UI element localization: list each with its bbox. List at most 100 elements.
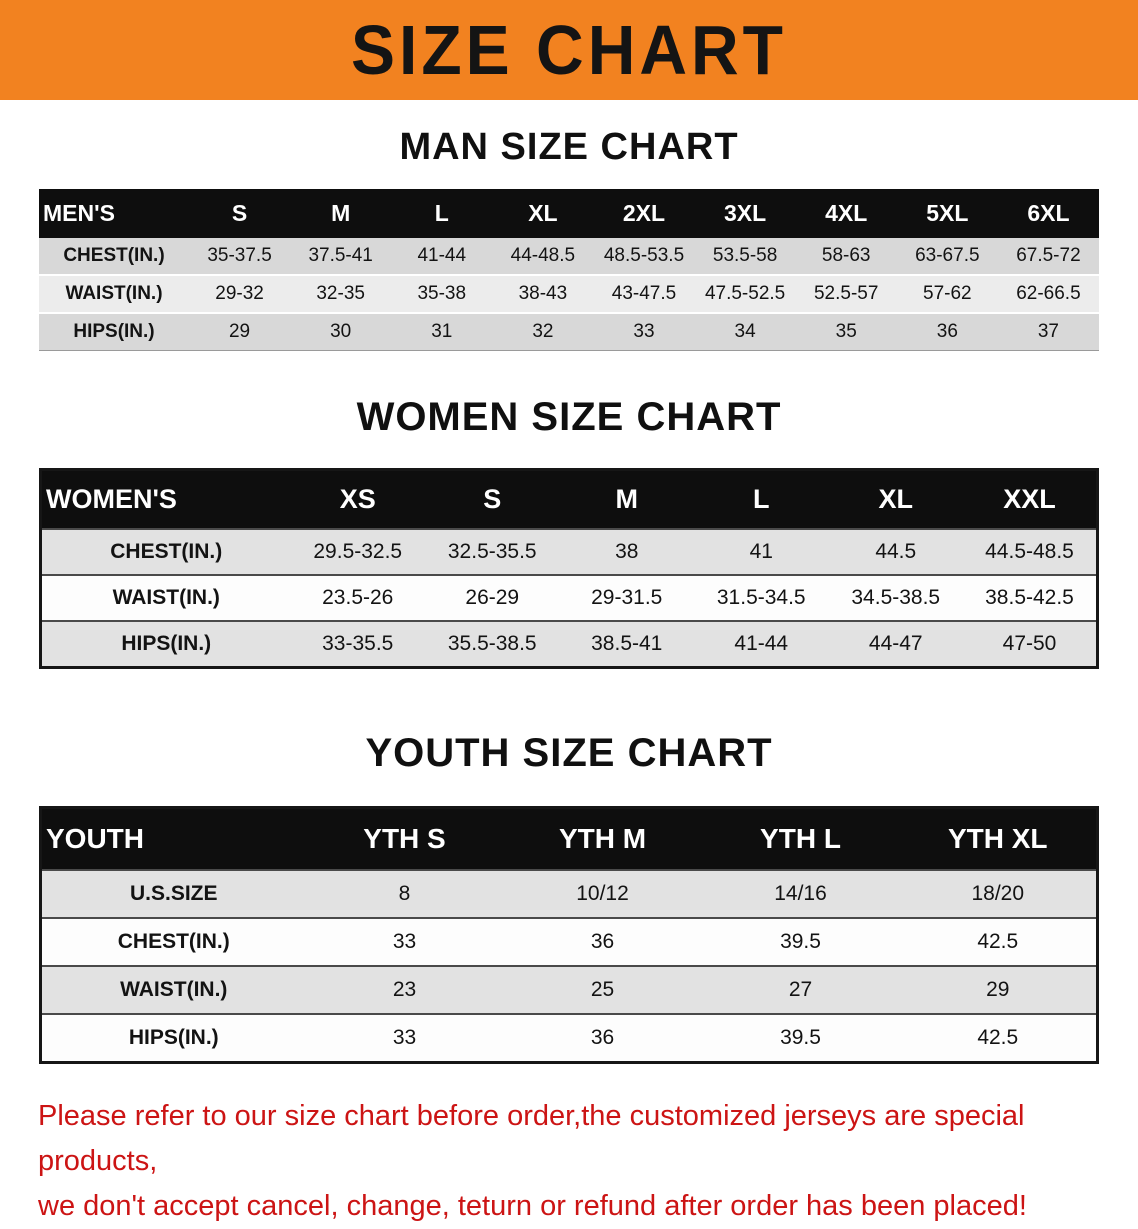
row-label-cell: HIPS(IN.) [128, 1026, 219, 1049]
value-cell: 33 [633, 321, 655, 342]
women-table-header: WOMEN'S XS S M L XL XXL [40, 469, 1098, 529]
row-label-cell: CHEST(IN.) [63, 245, 165, 266]
value-cell: 47.5-52.5 [704, 283, 786, 304]
value-cell: 63-67.5 [915, 245, 980, 266]
size-header-cell: L [694, 469, 829, 529]
size-header-cell: YTH L [701, 807, 900, 870]
measurement-row: CHEST(IN.) 29.5-32.5 32.5-35.5 38 41 44.5 44.5… [40, 529, 1098, 575]
size-header-cell: YTH S [305, 807, 504, 870]
value-cell: 36 [936, 321, 958, 342]
size-header-cell: 6XL [997, 189, 1099, 238]
value-cell: 29-31.5 [591, 586, 663, 609]
value-cell: 44.5-48.5 [985, 540, 1074, 563]
size-header-cell: XS [290, 469, 425, 529]
size-header-cell: YTH XL [899, 807, 1098, 870]
value-cell: 37 [1037, 321, 1059, 342]
table-title-cell: WOMEN'S [40, 469, 291, 529]
value-cell: 27 [788, 978, 813, 1001]
value-cell: 47-50 [1002, 632, 1057, 655]
row-label-cell: U.S.SIZE [129, 882, 218, 905]
measurement-row: WAIST(IN.) 29-32 32-35 35-38 38-43 43-47.5 47.… [39, 275, 1099, 313]
row-label-cell: HIPS(IN.) [121, 632, 212, 655]
measurement-row: HIPS(IN.) 33 36 39.5 42.5 [40, 1014, 1098, 1063]
youth-header-row: YOUTH YTH S YTH M YTH L YTH XL [40, 807, 1098, 870]
value-cell: 58-63 [821, 245, 871, 266]
value-cell: 38.5-41 [591, 632, 663, 655]
value-cell: 34.5-38.5 [851, 586, 941, 609]
youth-section-heading: YOUTH SIZE CHART [365, 731, 773, 775]
youth-size-table: YOUTH YTH S YTH M YTH L YTH XL U.S.SIZE 8 10/1… [39, 806, 1099, 1064]
measurement-row: HIPS(IN.) 33-35.5 35.5-38.5 38.5-41 41-44 44-… [40, 621, 1098, 668]
value-cell: 32-35 [316, 283, 365, 304]
value-cell: 31.5-34.5 [716, 586, 806, 609]
value-cell: 36 [590, 930, 615, 953]
value-cell: 23.5-26 [322, 586, 394, 609]
value-cell: 32.5-35.5 [447, 540, 537, 563]
value-cell: 32 [532, 321, 554, 342]
size-header-cell: 5XL [896, 189, 998, 238]
women-size-table: WOMEN'S XS S M L XL XXL CHEST(IN.) 29.5-32.5 32.… [39, 468, 1099, 669]
value-cell: 62-66.5 [1016, 283, 1081, 304]
measurement-row: WAIST(IN.) 23 25 27 29 [40, 966, 1098, 1014]
value-cell: 35 [835, 321, 857, 342]
measurement-row: HIPS(IN.) 29 30 31 32 33 34 35 36 37 [39, 313, 1099, 351]
measurement-row: WAIST(IN.) 23.5-26 26-29 29-31.5 31.5-34.5 34… [40, 575, 1098, 621]
value-cell: 57-62 [923, 283, 972, 304]
value-cell: 52.5-57 [813, 283, 879, 304]
value-cell: 18/20 [971, 882, 1025, 905]
value-cell: 25 [590, 978, 615, 1001]
value-cell: 29.5-32.5 [313, 540, 403, 563]
size-header-cell: S [189, 189, 291, 238]
measurement-row: CHEST(IN.) 35-37.5 37.5-41 41-44 44-48.5 48.5… [39, 238, 1099, 275]
value-cell: 33 [392, 1026, 417, 1049]
size-header-cell: YTH M [503, 807, 702, 870]
men-header-row: MEN'S S M L XL 2XL 3XL 4XL 5XL 6XL [39, 189, 1099, 238]
value-cell: 44.5 [875, 540, 917, 563]
value-cell: 41-44 [417, 245, 467, 266]
row-label-cell: HIPS(IN.) [73, 321, 155, 342]
value-cell: 38 [615, 540, 639, 563]
value-cell: 36 [590, 1026, 615, 1049]
men-table-body: CHEST(IN.) 35-37.5 37.5-41 41-44 44-48.5 48.5… [39, 238, 1099, 351]
value-cell: 35-37.5 [207, 245, 272, 266]
size-header-cell: S [425, 469, 560, 529]
youth-table-body: U.S.SIZE 8 10/12 14/16 18/20 CHEST(IN.) 33 36 39… [40, 870, 1098, 1063]
men-table-header: MEN'S S M L XL 2XL 3XL 4XL 5XL 6XL [39, 189, 1099, 238]
value-cell: 41-44 [734, 632, 789, 655]
value-cell: 35.5-38.5 [447, 632, 537, 655]
value-cell: 53.5-58 [712, 245, 778, 266]
value-cell: 34 [734, 321, 756, 342]
value-cell: 29-32 [215, 283, 264, 304]
value-cell: 23 [392, 978, 417, 1001]
value-cell: 14/16 [774, 882, 827, 905]
value-cell: 38-43 [518, 283, 568, 304]
value-cell: 10/12 [576, 882, 629, 905]
value-cell: 35-38 [417, 283, 467, 304]
measurement-row: U.S.SIZE 8 10/12 14/16 18/20 [40, 870, 1098, 918]
size-chart-banner: SIZE CHART [0, 0, 1138, 100]
value-cell: 39.5 [780, 1026, 821, 1049]
row-label-cell: WAIST(IN.) [65, 283, 163, 304]
table-title-cell: MEN'S [39, 189, 189, 238]
value-cell: 29 [986, 978, 1010, 1001]
value-cell: 43-47.5 [611, 283, 677, 304]
row-label-cell: WAIST(IN.) [112, 586, 220, 609]
value-cell: 67.5-72 [1016, 245, 1081, 266]
men-section-heading: MAN SIZE CHART [399, 126, 739, 168]
size-header-cell: M [559, 469, 694, 529]
size-header-cell: L [391, 189, 493, 238]
women-header-row: WOMEN'S XS S M L XL XXL [40, 469, 1098, 529]
row-label-cell: WAIST(IN.) [120, 978, 228, 1001]
youth-table-header: YOUTH YTH S YTH M YTH L YTH XL [40, 807, 1098, 870]
men-size-table: MEN'S S M L XL 2XL 3XL 4XL 5XL 6XL CHEST(IN.) 35-3… [39, 189, 1099, 351]
size-header-cell: 2XL [593, 189, 695, 238]
value-cell: 8 [398, 882, 411, 905]
banner-title: SIZE CHART [351, 11, 787, 89]
value-cell: 42.5 [977, 930, 1019, 953]
measurement-row: CHEST(IN.) 33 36 39.5 42.5 [40, 918, 1098, 966]
disclaimer-line-1: Please refer to our size chart before or… [38, 1100, 1025, 1177]
value-cell: 48.5-53.5 [603, 245, 685, 266]
value-cell: 26-29 [465, 586, 520, 609]
value-cell: 31 [431, 321, 453, 342]
size-header-cell: XL [828, 469, 963, 529]
